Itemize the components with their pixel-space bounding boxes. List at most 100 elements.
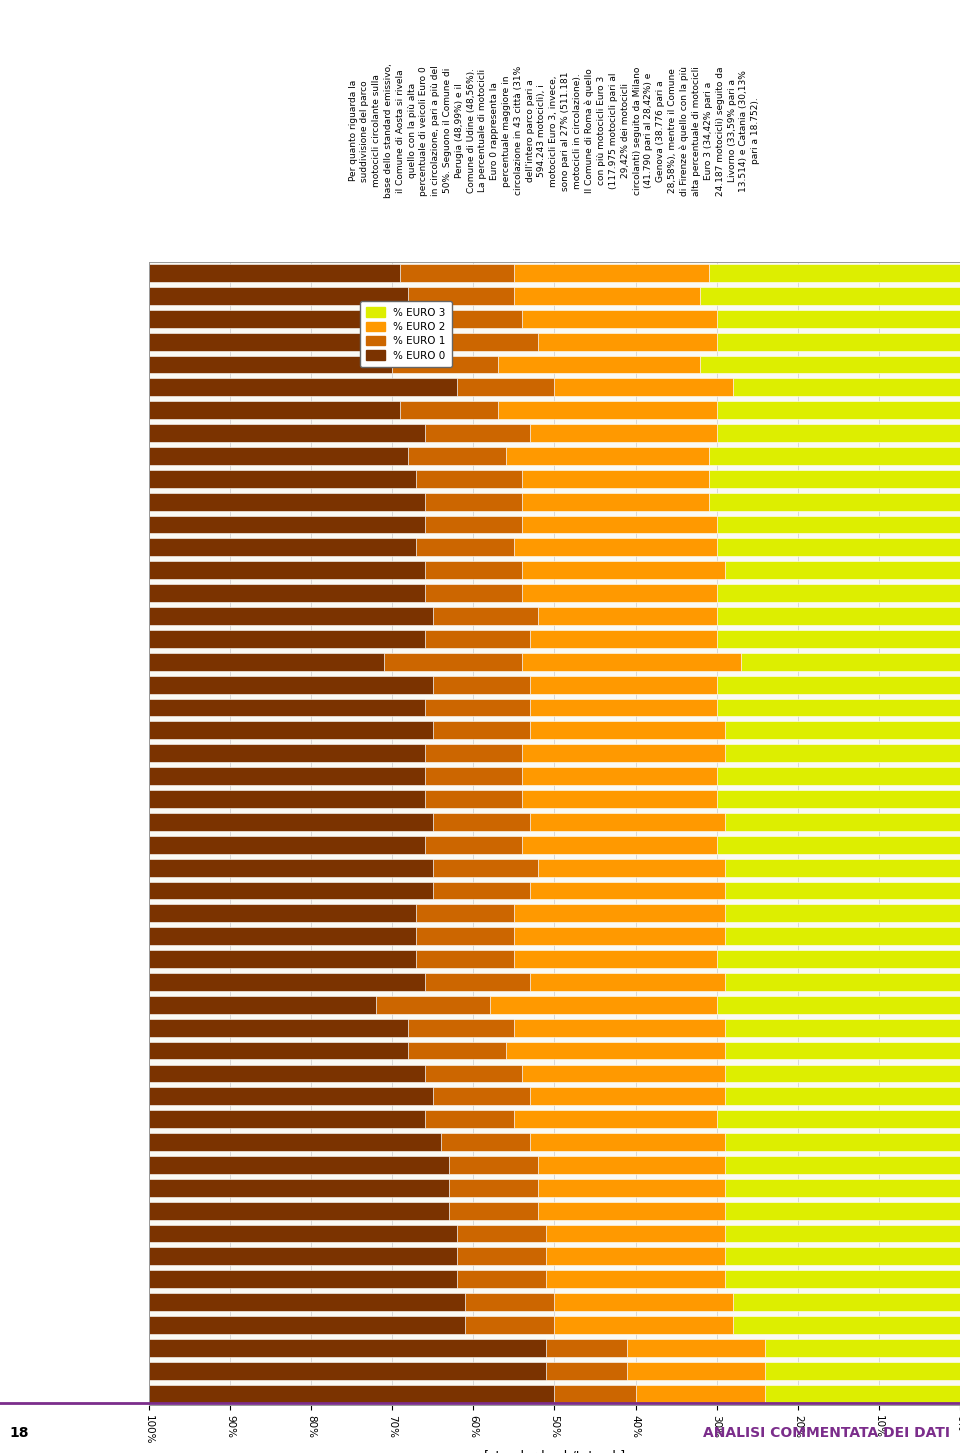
Bar [546,1225,725,1242]
Bar [149,424,424,442]
Bar [716,401,960,418]
Bar [149,790,424,808]
Bar [716,607,960,625]
Bar [628,1361,765,1380]
Text: (Fonte: dati ACI ): (Fonte: dati ACI ) [28,655,37,750]
Bar [708,264,960,282]
Bar [716,584,960,602]
Bar [628,1340,765,1357]
Bar [555,378,732,397]
Bar [555,1293,732,1311]
Bar [433,607,539,625]
Bar [408,1019,514,1036]
Bar [449,1202,539,1219]
Bar [149,264,400,282]
Bar [725,1065,960,1082]
Bar [149,676,433,693]
Bar [530,882,725,899]
Bar [725,812,960,831]
Bar [400,401,497,418]
Bar [514,264,708,282]
Bar [725,974,960,991]
Bar [716,631,960,648]
Bar [149,882,433,899]
Bar [514,286,701,305]
Bar [149,469,417,488]
Bar [149,401,400,418]
Bar [149,927,417,944]
Bar [149,356,392,373]
Bar [417,469,522,488]
Bar [636,1385,765,1402]
Bar [433,812,530,831]
Bar [433,676,530,693]
Bar [716,699,960,716]
Bar [539,1157,725,1174]
Bar [424,424,530,442]
Bar [716,539,960,556]
Bar [149,1248,457,1266]
Bar [457,1225,546,1242]
Bar [716,767,960,785]
Bar [433,882,530,899]
Bar [408,1042,506,1059]
Bar [701,286,960,305]
Bar [424,493,522,510]
Bar [514,927,725,944]
Bar [716,424,960,442]
Bar [149,722,433,740]
Bar [376,995,490,1014]
Bar [149,812,433,831]
Bar [424,767,522,785]
Bar [514,539,716,556]
Bar [546,1361,628,1380]
Bar [497,356,701,373]
Bar [392,356,497,373]
Bar [732,1293,960,1311]
Bar [530,1133,725,1151]
Bar [149,950,417,968]
Bar [149,859,433,876]
Bar [725,1019,960,1036]
Bar [149,974,424,991]
Bar [149,1225,457,1242]
Bar [732,1316,960,1334]
Bar [433,1087,530,1106]
Bar [539,607,716,625]
Bar [149,1293,466,1311]
Bar [539,333,716,350]
Bar [725,927,960,944]
Bar [424,584,522,602]
Bar [522,561,725,580]
Bar [149,1133,441,1151]
Bar [457,1248,546,1266]
Bar [149,561,424,580]
Bar [424,744,522,763]
Bar [149,1202,449,1219]
Bar [539,1178,725,1197]
Bar [433,859,539,876]
Bar [149,493,424,510]
Bar [522,469,708,488]
Bar [522,309,716,327]
Bar [708,493,960,510]
Bar [149,1361,546,1380]
Bar [555,1316,732,1334]
Bar [725,1225,960,1242]
Bar [417,927,514,944]
Bar [149,1316,466,1334]
Bar [149,378,457,397]
Bar [530,974,725,991]
Bar [716,835,960,854]
Text: 18: 18 [10,1427,29,1440]
Bar [408,286,514,305]
Bar [530,812,725,831]
Bar [725,859,960,876]
Bar [708,469,960,488]
Bar [433,722,530,740]
Bar [701,356,960,373]
Bar [514,950,716,968]
Bar [530,424,716,442]
Bar [506,1042,725,1059]
Bar [546,1270,725,1289]
